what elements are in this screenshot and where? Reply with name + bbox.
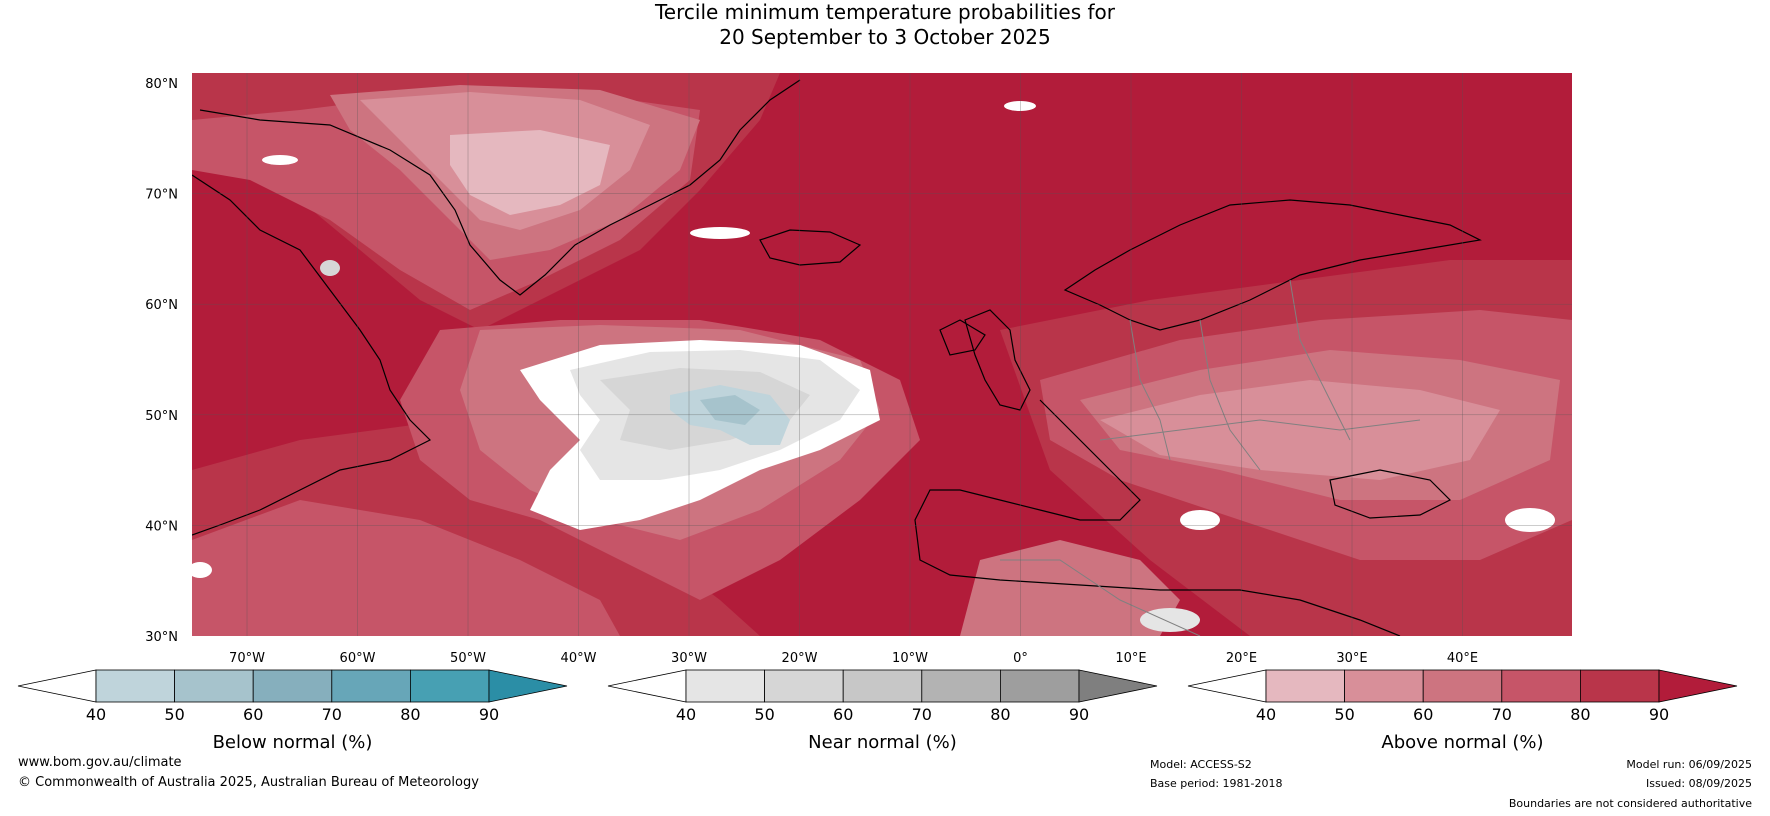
longitude-label: 20°W	[782, 651, 818, 666]
colorbar-tick-label: 50	[754, 705, 774, 724]
colorbar-label: Near normal (%)	[808, 732, 957, 753]
longitude-label: 50°W	[450, 651, 486, 666]
colorbar-tick-label: 90	[1649, 705, 1669, 724]
issued-text: Issued: 08/09/2025	[1645, 777, 1752, 790]
colorbar-tick-label: 70	[912, 705, 932, 724]
colorbar-tick-label: 50	[164, 705, 184, 724]
colorbar-segment	[1265, 669, 1345, 703]
colorbar-tick-label: 80	[1570, 705, 1590, 724]
latitude-label: 60°N	[145, 298, 178, 313]
coastlines	[192, 79, 1482, 636]
latitude-labels: 80°N 70°N 60°N 50°N 40°N 30°N	[145, 77, 178, 645]
colorbar-min-arrow	[17, 669, 97, 703]
map-field	[192, 73, 1572, 636]
colorbar-tick-label: 90	[479, 705, 499, 724]
base-period-text: Base period: 1981-2018	[1150, 777, 1283, 790]
colorbar-tick-label: 90	[1069, 705, 1089, 724]
colorbar-tick-label: 70	[322, 705, 342, 724]
colorbar-max-arrow	[1658, 669, 1738, 703]
colorbar-tick-label: 60	[1413, 705, 1433, 724]
disclaimer-text: Boundaries are not considered authoritat…	[1508, 797, 1752, 810]
above-50-europe	[1100, 380, 1500, 480]
colorbar-segment	[174, 669, 254, 703]
model-run-text: Model run: 06/09/2025	[1626, 758, 1752, 771]
colorbar-tick-label: 70	[1492, 705, 1512, 724]
title-line-1: Tercile minimum temperature probabilitie…	[654, 0, 1116, 24]
latitude-label: 30°N	[145, 630, 178, 645]
colorbar-min-arrow	[607, 669, 687, 703]
colorbar-2: 40 50 60 70 80 90 Above normal (%)	[1187, 669, 1738, 753]
white-patch-west	[192, 562, 212, 578]
colorbar-1: 40 50 60 70 80 90 Near normal (%)	[607, 669, 1158, 753]
colorbar-tick-label: 40	[676, 705, 696, 724]
longitude-label: 40°W	[561, 651, 597, 666]
longitude-label: 20°E	[1226, 651, 1257, 666]
colorbar-segment	[921, 669, 1001, 703]
colorbar-tick-label: 50	[1334, 705, 1354, 724]
colorbar-tick-label: 40	[1256, 705, 1276, 724]
grey-patch	[320, 260, 340, 276]
below-normal-60-region	[700, 395, 760, 425]
white-patch-italy	[1180, 510, 1220, 530]
above-70-zone-sw	[192, 500, 620, 636]
colorbar-segment	[252, 669, 333, 703]
colorbar-segment	[95, 669, 175, 703]
colorbar-segment	[1344, 669, 1424, 703]
model-text: Model: ACCESS-S2	[1150, 758, 1252, 771]
colorbar-segment	[409, 669, 490, 703]
colorbar-max-arrow	[1078, 669, 1158, 703]
colorbar-segment	[1501, 669, 1581, 703]
colorbar-tick-label: 60	[243, 705, 263, 724]
longitude-labels: 70°W 60°W 50°W 40°W 30°W 20°W 10°W 0° 10°E 20°E 30…	[229, 651, 1478, 666]
latitude-label: 70°N	[145, 188, 178, 203]
colorbar-segment	[764, 669, 844, 703]
colorbar-segment	[1580, 669, 1660, 703]
longitude-label: 10°W	[892, 651, 928, 666]
colorbar-tick-label: 80	[990, 705, 1010, 724]
white-patch-north	[1004, 101, 1036, 111]
colorbar-0: 40 50 60 70 80 90 Below normal (%)	[17, 669, 568, 753]
colorbar-label: Below normal (%)	[213, 732, 373, 753]
white-patch-east	[1505, 508, 1555, 532]
longitude-label: 0°	[1013, 651, 1028, 666]
map-title: Tercile minimum temperature probabilitie…	[0, 0, 1770, 50]
colorbar-tick-label: 60	[833, 705, 853, 724]
colorbar-tick-label: 40	[86, 705, 106, 724]
graticule	[192, 73, 1572, 636]
colorbar-segment	[1000, 669, 1080, 703]
above-60-africa	[960, 540, 1180, 636]
longitude-label: 10°E	[1115, 651, 1146, 666]
longitude-label: 60°W	[340, 651, 376, 666]
colorbar-segment	[685, 669, 765, 703]
latitude-label: 40°N	[145, 519, 178, 534]
colorbar-tick-label: 80	[400, 705, 420, 724]
colorbar-segment	[1422, 669, 1503, 703]
colorbar-label: Above normal (%)	[1381, 732, 1543, 753]
grey-patch-africa	[1140, 608, 1200, 632]
copyright-text: © Commonwealth of Australia 2025, Austra…	[18, 775, 479, 790]
title-line-2: 20 September to 3 October 2025	[719, 25, 1051, 49]
latitude-label: 80°N	[145, 77, 178, 92]
longitude-label: 70°W	[229, 651, 265, 666]
colorbar-min-arrow	[1187, 669, 1267, 703]
website-text: www.bom.gov.au/climate	[18, 755, 182, 770]
colorbar-max-arrow	[488, 669, 568, 703]
colorbars: 40 50 60 70 80 90 Below normal (%) 40 50 60 70 80 90…	[17, 669, 1738, 753]
longitude-label: 30°W	[671, 651, 707, 666]
white-patch	[262, 155, 298, 165]
latitude-label: 50°N	[145, 409, 178, 424]
country-borders	[1000, 279, 1421, 636]
longitude-label: 40°E	[1447, 651, 1478, 666]
longitude-label: 30°E	[1336, 651, 1367, 666]
colorbar-segment	[331, 669, 411, 703]
colorbar-segment	[842, 669, 923, 703]
white-patch-iceland	[690, 227, 750, 239]
